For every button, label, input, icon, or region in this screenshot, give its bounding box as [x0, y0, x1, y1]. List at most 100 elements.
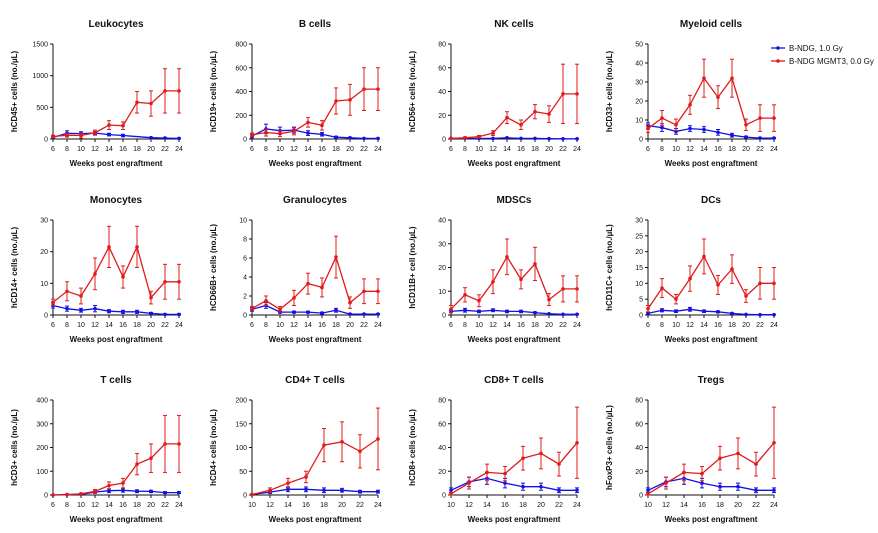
series-mgmt — [646, 238, 776, 313]
data-point — [306, 310, 310, 314]
x-tick-label: 24 — [374, 322, 382, 329]
data-point — [718, 456, 722, 460]
x-tick-label: 14 — [680, 502, 688, 509]
data-point — [772, 312, 776, 317]
data-point — [533, 109, 537, 114]
x-tick-label: 6 — [449, 146, 453, 153]
data-point — [772, 116, 776, 120]
y-tick-label: 0 — [44, 493, 48, 500]
x-tick-label: 12 — [290, 146, 298, 153]
data-point — [107, 483, 111, 488]
x-tick-label: 20 — [338, 502, 346, 509]
x-tick-label: 14 — [284, 502, 292, 509]
series-line — [450, 255, 577, 310]
data-point — [533, 262, 537, 266]
data-point — [702, 309, 706, 314]
data-point — [736, 484, 740, 489]
data-point — [121, 275, 125, 279]
data-point — [521, 484, 525, 489]
data-point — [93, 130, 97, 135]
y-tick-label: 10 — [635, 118, 643, 125]
x-tick-label: 22 — [161, 502, 169, 509]
series-line — [647, 255, 774, 310]
y-axis-label: hCD11B+ cell (no./µL) — [408, 226, 417, 309]
x-tick-label: 18 — [332, 146, 340, 153]
data-point — [376, 489, 380, 494]
data-point — [362, 136, 366, 141]
data-point — [79, 294, 83, 298]
data-point — [660, 308, 664, 313]
data-point — [348, 136, 352, 140]
y-tick-label: 0 — [442, 137, 446, 144]
series-line — [647, 442, 775, 495]
x-tick-label: 10 — [276, 146, 284, 153]
x-tick-label: 16 — [119, 322, 127, 329]
y-tick-label: 40 — [438, 218, 446, 225]
y-axis-label: hCD8+ cells (no./µL) — [408, 409, 417, 486]
data-point — [477, 298, 481, 303]
chart-title: Tregs — [698, 375, 725, 386]
y-tick-label: 8 — [243, 237, 247, 244]
data-point — [163, 279, 167, 284]
y-tick-label: 20 — [438, 113, 446, 120]
legend-entry-mgmt: B-NDG MGMT3, 0.0 Gy — [771, 57, 874, 66]
y-tick-label: 0 — [639, 313, 643, 320]
data-point — [449, 488, 453, 493]
y-tick-label: 20 — [40, 249, 48, 256]
x-tick-label: 10 — [77, 502, 85, 509]
y-tick-label: 15 — [635, 265, 643, 272]
data-point — [754, 462, 758, 466]
data-point — [547, 312, 551, 316]
data-point — [149, 101, 153, 106]
data-point — [519, 309, 523, 314]
x-tick-label: 24 — [770, 146, 778, 153]
series-line — [450, 93, 577, 140]
data-point — [449, 307, 453, 311]
data-point — [539, 484, 543, 489]
x-axis-label: Weeks post engraftment — [468, 159, 561, 168]
chart-panel: Monocytes 0 10 20 30 6 8 10 12 14 16 18 20 22 24 Weeks … — [10, 195, 183, 344]
y-tick-label: 25 — [635, 233, 643, 240]
x-tick-label: 12 — [489, 322, 497, 329]
y-tick-label: 1000 — [32, 73, 48, 80]
legend-marker-ndg — [776, 46, 780, 50]
series-mgmt — [51, 225, 181, 306]
x-tick-label: 12 — [465, 502, 473, 509]
legend-entry-ndg: B-NDG, 1.0 Gy — [771, 44, 843, 53]
data-point — [688, 126, 692, 131]
series-ndg — [449, 307, 579, 317]
data-point — [177, 312, 181, 317]
y-tick-label: 6 — [243, 256, 247, 263]
x-tick-label: 12 — [290, 322, 298, 329]
y-tick-label: 40 — [635, 445, 643, 452]
series-mgmt — [449, 406, 579, 496]
data-point — [340, 488, 344, 493]
data-point — [268, 488, 272, 493]
chart-panel: Myeloid cells 0 10 20 30 40 50 6 8 10 12 14 16 18 20 22… — [605, 19, 778, 168]
x-tick-label: 20 — [346, 322, 354, 329]
x-tick-label: 14 — [304, 146, 312, 153]
data-point — [561, 92, 565, 96]
y-tick-label: 400 — [235, 89, 247, 96]
x-axis-label: Weeks post engraftment — [468, 335, 561, 344]
x-tick-label: 18 — [716, 502, 724, 509]
data-point — [463, 136, 467, 140]
x-tick-label: 24 — [770, 322, 778, 329]
data-point — [744, 122, 748, 127]
data-point — [149, 311, 153, 316]
data-point — [348, 300, 352, 305]
x-tick-label: 16 — [517, 146, 525, 153]
data-point — [505, 309, 509, 314]
data-point — [322, 488, 326, 493]
y-tick-label: 800 — [235, 42, 247, 49]
x-tick-label: 14 — [503, 146, 511, 153]
data-point — [449, 136, 453, 141]
data-point — [163, 312, 167, 317]
data-point — [491, 279, 495, 284]
data-point — [65, 289, 69, 294]
data-point — [702, 127, 706, 132]
x-tick-label: 20 — [346, 146, 354, 153]
data-point — [51, 493, 55, 497]
data-point — [322, 443, 326, 447]
